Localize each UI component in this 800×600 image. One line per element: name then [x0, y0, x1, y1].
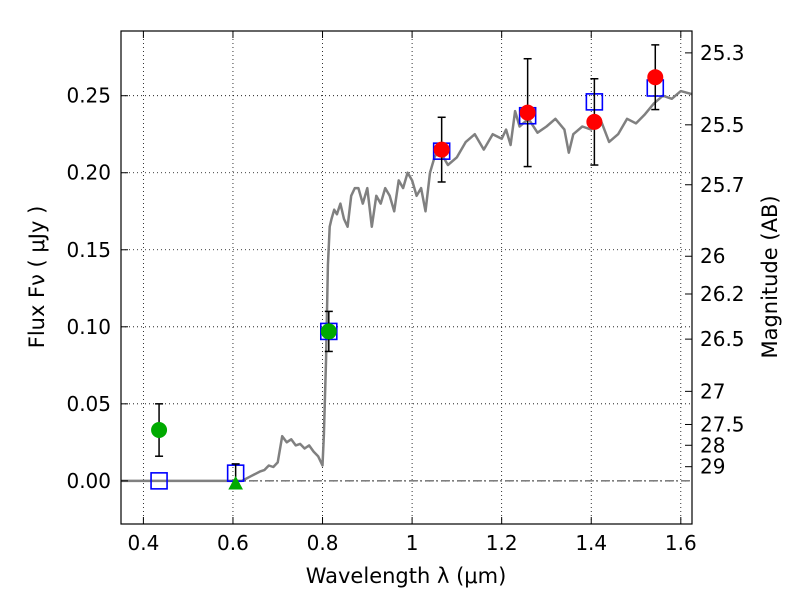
green-data-point: [151, 422, 168, 439]
magnitude-tick-label: 29: [700, 455, 725, 479]
plot-area: [121, 44, 692, 490]
magnitude-tick-label: 28: [700, 433, 725, 457]
y-axis-label: Flux Fν ( μJy ): [25, 206, 49, 349]
y-tick-label: 0.20: [66, 161, 111, 185]
model-photometry-square: [150, 472, 168, 490]
red-data-point: [647, 69, 664, 86]
plot-frame: [120, 30, 693, 525]
right-y-axis-label: Magnitude (AB): [758, 195, 782, 358]
green-data-point: [320, 323, 337, 340]
magnitude-tick-label: 25.5: [700, 113, 745, 137]
red-data-point: [586, 113, 603, 130]
x-tick-label: 1.6: [665, 531, 697, 555]
x-axis-label: Wavelength λ (μm): [306, 564, 507, 588]
x-tick-label: 0.6: [217, 531, 249, 555]
x-tick-label: 1.4: [575, 531, 607, 555]
y-tick-label: 0.10: [66, 315, 111, 339]
x-tick-label: 1: [406, 531, 419, 555]
y-tick-label: 0.00: [66, 469, 111, 493]
magnitude-tick-label: 26: [700, 244, 725, 268]
magnitude-tick-label: 25.7: [700, 173, 745, 197]
y-tick-label: 0.15: [66, 238, 111, 262]
x-tick-label: 1.2: [486, 531, 518, 555]
y-tick-label: 0.05: [66, 392, 111, 416]
series-layer: [121, 44, 692, 490]
magnitude-tick-label: 27: [700, 379, 725, 403]
magnitude-tick-label: 26.2: [700, 282, 745, 306]
model-spectrum-line: [121, 89, 692, 483]
ticks: 0.4 0.6 0.8 1 1.2 1.4 1.6 0.00 0.05 0.10 0.15 0.20 0…: [66, 31, 745, 555]
x-tick-label: 0.4: [127, 531, 159, 555]
magnitude-tick-label: 27.5: [700, 412, 745, 436]
grid: [121, 31, 692, 524]
magnitude-tick-label: 25.3: [700, 41, 745, 65]
red-data-point: [519, 104, 536, 121]
green-triangle-point: [228, 475, 243, 490]
magnitude-tick-label: 26.5: [700, 327, 745, 351]
x-tick-label: 0.8: [307, 531, 339, 555]
y-tick-label: 0.25: [66, 84, 111, 108]
red-data-point: [433, 141, 450, 158]
